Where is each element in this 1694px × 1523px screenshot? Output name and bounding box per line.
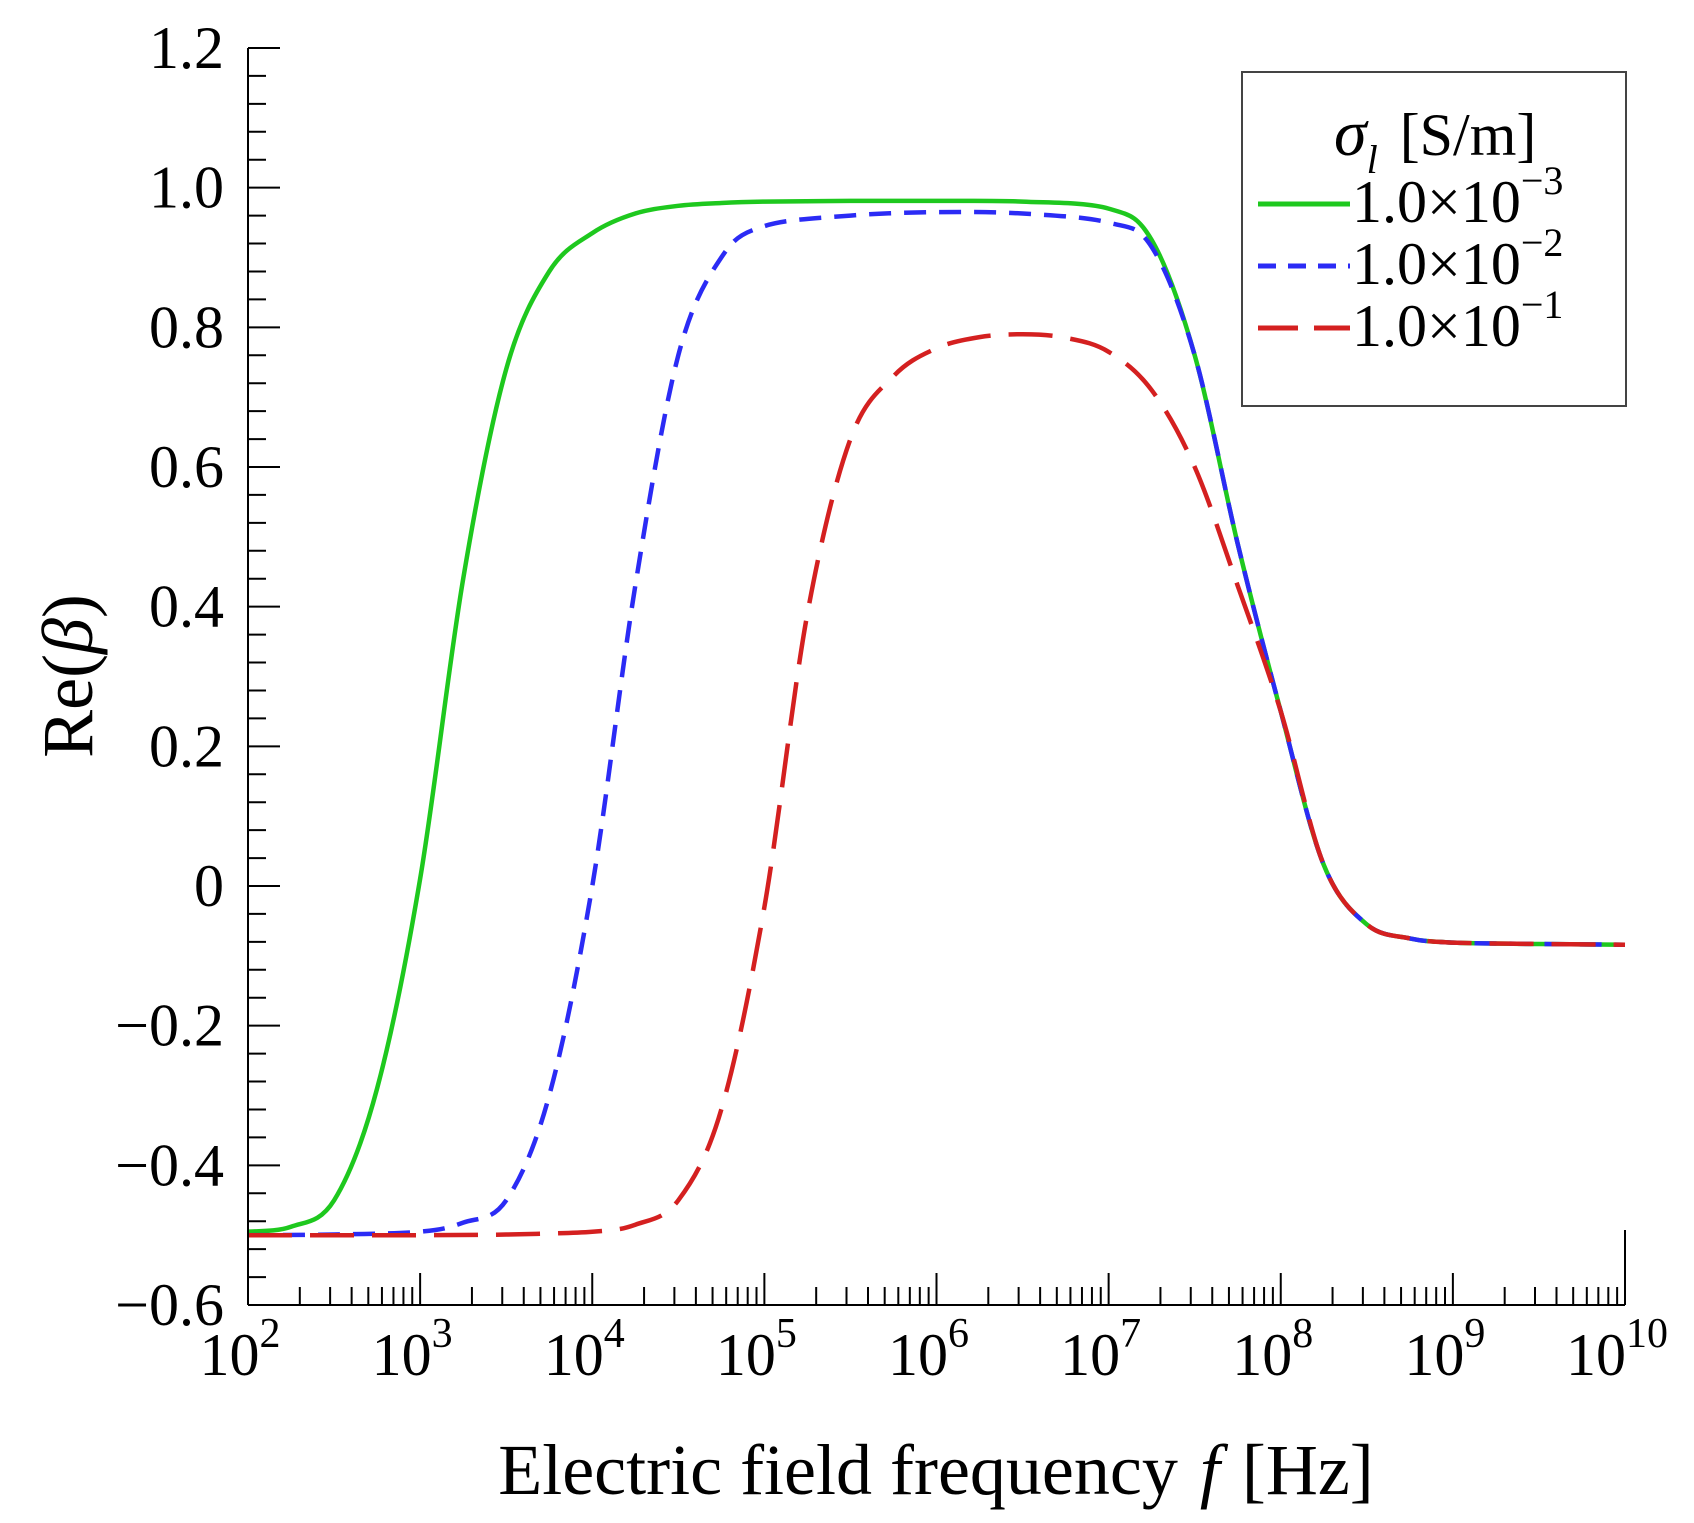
legend-entry: 1.0×10−3: [1258, 158, 1563, 235]
y-tick-label: 0.4: [149, 574, 224, 640]
y-tick-label: 1.0: [149, 155, 224, 221]
x-tick-label: 104: [544, 1311, 625, 1388]
y-tick-label: 0.6: [149, 434, 224, 500]
x-tick-label: 1010: [1566, 1311, 1668, 1388]
legend-label: 1.0×10−1: [1352, 282, 1563, 359]
legend-entry: 1.0×10−2: [1258, 220, 1563, 297]
y-tick-label: −0.6: [115, 1272, 224, 1338]
x-tick-label: 106: [888, 1311, 969, 1388]
y-tick-label: −0.2: [115, 993, 224, 1059]
y-axis-title-suffix: ): [28, 594, 108, 618]
legend-label: 1.0×10−2: [1352, 220, 1563, 297]
x-axis-title-text: Electric field frequency: [498, 1430, 1178, 1510]
series-line-1: [247, 198, 1626, 1234]
legend-title: σl [S/m]: [1334, 97, 1536, 182]
legend-entries: 1.0×10−31.0×10−21.0×10−1: [1258, 158, 1563, 359]
x-axis-title: Electric field frequency f [Hz]: [498, 1430, 1374, 1510]
y-tick-label: 0.2: [149, 713, 224, 779]
x-tick-label: 107: [1060, 1311, 1141, 1388]
legend-title-unit: [S/m]: [1400, 102, 1537, 168]
legend-entry: 1.0×10−1: [1258, 282, 1563, 359]
series-layer: [247, 198, 1626, 1238]
y-axis-title: Re(β): [28, 594, 108, 758]
series-line-3: [248, 332, 1626, 1238]
x-tick-label: 108: [1232, 1311, 1313, 1388]
x-tick-label: 105: [716, 1311, 797, 1388]
y-axis-title-prefix: Re(: [28, 654, 108, 758]
x-axis-title-unit: [Hz]: [1242, 1430, 1374, 1510]
ticks-layer: [247, 47, 1626, 1306]
x-tick-label: 102: [200, 1311, 281, 1388]
y-tick-label: −0.4: [115, 1132, 224, 1198]
legend-box: [1241, 71, 1627, 407]
legend-label: 1.0×10−3: [1352, 158, 1563, 235]
x-axis-title-var: f: [1200, 1430, 1229, 1510]
y-tick-label: 0.8: [149, 294, 224, 360]
x-tick-label: 103: [372, 1311, 453, 1388]
y-axis-title-var: β: [28, 618, 108, 656]
y-tick-label: 0: [194, 853, 224, 919]
y-tick-label: 1.2: [149, 15, 224, 81]
x-tick-label: 109: [1404, 1311, 1485, 1388]
legend: σl [S/m] 1.0×10−31.0×10−21.0×10−1: [1241, 71, 1627, 407]
legend-title-sub: l: [1367, 137, 1378, 182]
legend-title-var: σ: [1334, 97, 1369, 170]
